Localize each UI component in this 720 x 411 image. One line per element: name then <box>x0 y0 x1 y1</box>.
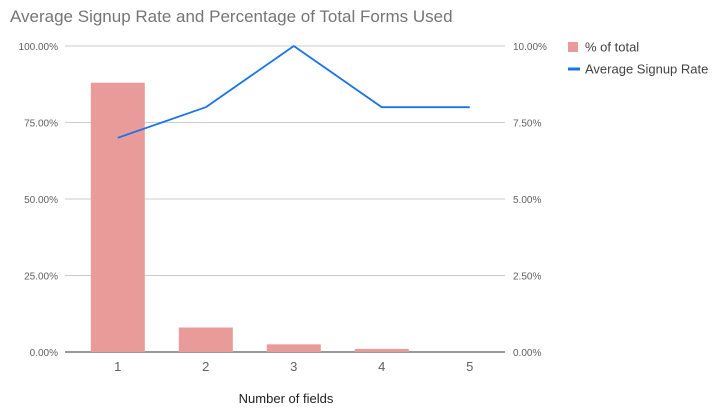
x-axis-ticks: 1 2 3 4 5 <box>114 359 473 374</box>
x-tick-label: 3 <box>290 359 297 374</box>
y-tick-label-right: 0.00% <box>513 348 541 359</box>
legend: % of total Average Signup Rate <box>568 40 708 77</box>
legend-label: Average Signup Rate <box>585 62 708 77</box>
y-tick-label-left: 100.00% <box>19 42 59 53</box>
x-tick-label: 4 <box>378 359 385 374</box>
y-tick-label-left: 75.00% <box>24 119 58 130</box>
y-tick-label-right: 10.00% <box>513 42 547 53</box>
bar-series <box>90 82 409 352</box>
bar <box>90 82 145 352</box>
chart-title: Average Signup Rate and Percentage of To… <box>10 7 453 26</box>
bar <box>266 344 321 352</box>
right-axis-ticks: 0.00% 2.50% 5.00% 7.50% 10.00% <box>513 42 547 359</box>
legend-swatch-bar <box>568 42 578 52</box>
legend-label: % of total <box>585 40 639 55</box>
line-series <box>117 45 470 139</box>
bar <box>178 327 233 352</box>
y-tick-label-right: 7.50% <box>513 119 541 130</box>
x-tick-label: 2 <box>202 359 209 374</box>
legend-swatch-line <box>568 67 580 71</box>
y-tick-label-right: 2.50% <box>513 272 541 283</box>
left-axis-ticks: 0.00% 25.00% 50.00% 75.00% 100.00% <box>19 42 59 359</box>
y-tick-label-left: 50.00% <box>24 195 58 206</box>
x-axis-title: Number of fields <box>239 391 334 406</box>
y-tick-label-left: 25.00% <box>24 272 58 283</box>
y-tick-label-left: 0.00% <box>30 348 58 359</box>
signup-rate-line <box>117 45 470 139</box>
y-tick-label-right: 5.00% <box>513 195 541 206</box>
bar <box>354 348 409 352</box>
x-tick-label: 1 <box>114 359 121 374</box>
x-tick-label: 5 <box>466 359 473 374</box>
